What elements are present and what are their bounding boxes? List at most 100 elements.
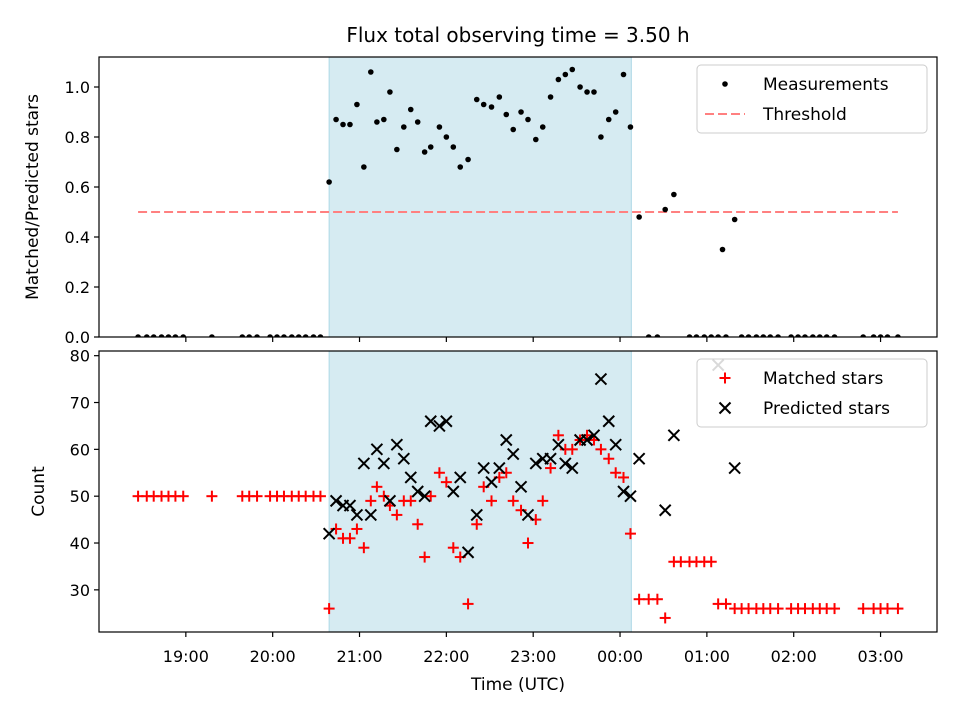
measurement-point bbox=[547, 94, 554, 100]
predicted-star-point bbox=[322, 527, 336, 540]
measurement-point bbox=[895, 334, 901, 337]
predicted-star-point bbox=[580, 433, 594, 447]
legend: Matched stars Predicted stars bbox=[696, 358, 928, 428]
measurement-point bbox=[135, 334, 141, 337]
measurement-point bbox=[496, 94, 503, 100]
y-tick-label: 40 bbox=[70, 534, 90, 553]
predicted-star-point bbox=[587, 429, 601, 442]
predicted-star-point bbox=[559, 457, 572, 470]
matched-star-point bbox=[412, 518, 424, 530]
series-group bbox=[135, 66, 901, 337]
matched-star-point bbox=[486, 495, 498, 507]
measurement-point bbox=[831, 334, 838, 337]
measurement-point bbox=[591, 89, 597, 95]
predicted-star-point bbox=[728, 461, 741, 475]
matched-star-point bbox=[391, 509, 403, 521]
matched-star-point bbox=[251, 490, 263, 502]
predicted-star-point bbox=[470, 508, 483, 522]
matched-star-point bbox=[610, 467, 622, 479]
matched-star-point bbox=[447, 542, 459, 554]
predicted-star-point bbox=[514, 480, 528, 494]
y-tick-label: 0.0 bbox=[65, 328, 90, 347]
measurement-point bbox=[340, 121, 346, 128]
measurement-point bbox=[326, 179, 332, 185]
measurement-point bbox=[407, 106, 414, 113]
measurement-point bbox=[381, 116, 387, 123]
measurement-point bbox=[719, 246, 726, 253]
legend-marker-x bbox=[718, 401, 732, 415]
measurement-point bbox=[480, 101, 487, 108]
matched-star-point bbox=[720, 598, 732, 610]
predicted-star-point bbox=[424, 415, 437, 428]
matched-star-point bbox=[618, 471, 630, 483]
matched-star-point bbox=[882, 603, 894, 615]
measurement-point bbox=[401, 124, 407, 130]
measurement-point bbox=[612, 109, 619, 115]
legend-marker-plus bbox=[719, 372, 731, 384]
x-tick-label: 19:00 bbox=[163, 647, 209, 666]
matched-star-point bbox=[552, 429, 564, 441]
predicted-star-point bbox=[350, 508, 364, 522]
measurement-point bbox=[288, 334, 295, 337]
predicted-star-point bbox=[485, 475, 498, 489]
predicted-star-point bbox=[433, 419, 446, 433]
measurement-point bbox=[333, 116, 339, 123]
matched-star-point bbox=[705, 556, 717, 568]
x-tick-label: 00:00 bbox=[597, 647, 643, 666]
predicted-star-point bbox=[617, 485, 630, 498]
legend-box bbox=[696, 64, 928, 134]
measurement-point bbox=[569, 66, 576, 73]
matched-star-point bbox=[206, 490, 218, 502]
top-panel: 0.0 0.2 0.4 0.6 0.8 1.0 Matched/Predicted star… bbox=[23, 56, 938, 347]
predicted-star-point bbox=[364, 508, 378, 522]
matched-star-point bbox=[462, 598, 474, 610]
measurement-point bbox=[788, 334, 794, 337]
measurement-point bbox=[158, 334, 165, 337]
y-tick-label: 0.2 bbox=[65, 278, 90, 297]
measurement-point bbox=[295, 334, 302, 337]
measurement-point bbox=[387, 89, 393, 95]
measurement-point bbox=[394, 146, 400, 153]
measurement-point bbox=[450, 144, 457, 150]
matched-star-point bbox=[358, 542, 370, 554]
bottom-panel: 30 40 50 60 70 80 19:00 20:00 21:00 22:00 23:00 00:… bbox=[29, 347, 938, 666]
measurement-point bbox=[577, 84, 583, 90]
measurement-point bbox=[823, 334, 830, 337]
measurement-point bbox=[671, 191, 677, 198]
predicted-star-point bbox=[390, 438, 404, 451]
y-tick-label: 30 bbox=[70, 581, 90, 600]
measurement-point bbox=[510, 126, 517, 133]
measurement-point bbox=[816, 334, 823, 337]
measurement-point bbox=[150, 334, 157, 337]
measurement-point bbox=[488, 104, 495, 110]
measurement-point bbox=[555, 76, 562, 83]
predicted-star-point bbox=[667, 429, 681, 442]
matched-star-point bbox=[829, 603, 841, 615]
predicted-star-point bbox=[632, 452, 646, 465]
measurement-point bbox=[877, 334, 884, 337]
y-tick-label: 0.8 bbox=[65, 128, 90, 147]
legend-box bbox=[696, 358, 928, 428]
predicted-star-point bbox=[566, 461, 579, 475]
matched-star-point bbox=[603, 453, 615, 465]
measurement-point bbox=[361, 164, 367, 170]
measurement-point bbox=[654, 334, 661, 337]
x-tick-label: 01:00 bbox=[684, 647, 730, 666]
predicted-star-point bbox=[397, 452, 411, 465]
matched-star-point bbox=[419, 551, 431, 563]
measurement-point bbox=[605, 116, 612, 123]
legend-label: Predicted stars bbox=[763, 399, 890, 419]
measurement-point bbox=[239, 334, 246, 337]
matched-star-point bbox=[651, 593, 663, 605]
predicted-star-point bbox=[418, 489, 431, 503]
measurement-point bbox=[584, 89, 590, 95]
x-axis-label: Time (UTC) bbox=[470, 675, 565, 695]
x-tick-label: 21:00 bbox=[336, 647, 382, 666]
measurement-point bbox=[421, 149, 428, 155]
measurement-point bbox=[518, 109, 524, 115]
predicted-star-point bbox=[404, 471, 417, 484]
x-tick-label: 23:00 bbox=[510, 647, 556, 666]
measurement-point bbox=[254, 334, 260, 337]
measurement-point bbox=[443, 134, 450, 140]
axes-frame bbox=[98, 350, 938, 633]
